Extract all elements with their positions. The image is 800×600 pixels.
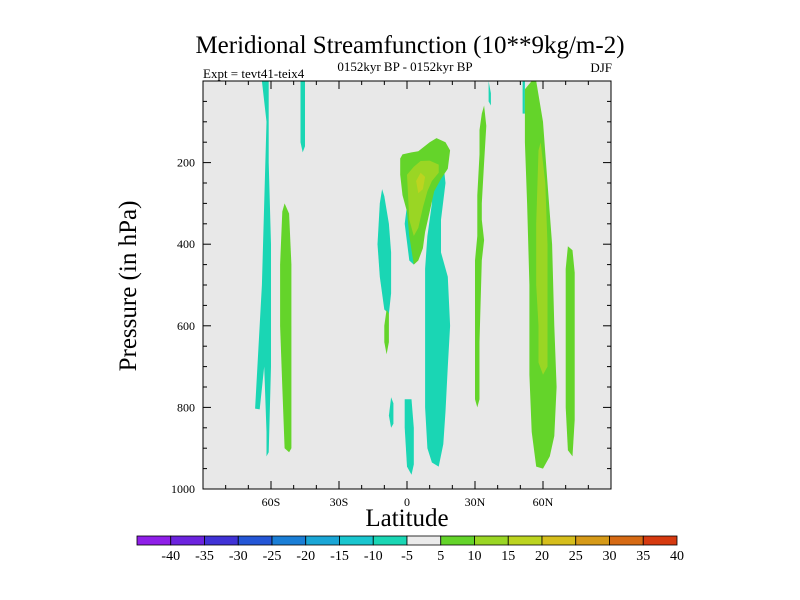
contour-region-7-level-neg5 [488, 81, 491, 106]
contour-region-15-level-10 [407, 160, 439, 236]
season-label: DJF [590, 60, 612, 75]
y-axis-ticks: 200 400 600 800 1000 [171, 80, 611, 496]
colorbar-label: -5 [401, 549, 413, 564]
contour-region-5-level-neg5 [425, 162, 451, 467]
y-tick-label: 800 [177, 400, 195, 414]
contour-region-14-level-5 [565, 246, 575, 457]
y-tick-label: 200 [177, 156, 195, 170]
contour-region-2-level-neg5 [377, 189, 392, 314]
colorbar-label: -40 [161, 549, 180, 564]
colorbar-label: 15 [501, 549, 515, 564]
colorbar-swatch [237, 535, 273, 546]
colorbar-label: -35 [195, 549, 214, 564]
period-label: 0152kyr BP - 0152kyr BP [337, 59, 472, 74]
contour-region-3-level-neg5 [388, 397, 394, 428]
colorbar-swatch [541, 535, 577, 546]
colorbar-swatch [406, 535, 442, 546]
colorbar-swatch [271, 535, 307, 546]
experiment-label: Expt = tevt41-teix4 [203, 66, 305, 81]
colorbar-label: 30 [603, 549, 617, 564]
contour-region-0-level-neg5 [255, 81, 271, 457]
colorbar-label: -15 [330, 549, 349, 564]
colorbar-swatch [136, 535, 172, 546]
contour-region-11-level-5 [384, 309, 389, 355]
colorbar-label: 20 [535, 549, 549, 564]
contour-region-9-level-5 [280, 203, 292, 453]
contour-region-12-level-5 [475, 105, 487, 408]
y-tick-label: 400 [177, 237, 195, 251]
colorbar-label: 5 [437, 549, 444, 564]
colorbar-swatch [575, 535, 610, 546]
colorbar-swatch [305, 535, 340, 546]
x-tick-label: 30N [465, 495, 486, 509]
contour-region-4-level-neg5 [404, 399, 414, 475]
colorbar-label: 25 [569, 549, 583, 564]
colorbar: -40 -35 -30 -25 -20 -15 -10 -5 5 10 15 20 25 30 35 40 [136, 535, 684, 564]
x-tick-label: 30S [330, 495, 349, 509]
colorbar-label: -20 [296, 549, 315, 564]
colorbar-swatch [609, 535, 644, 546]
colorbar-swatch [339, 535, 374, 546]
colorbar-swatch [474, 535, 509, 546]
colorbar-label: 40 [670, 549, 684, 564]
colorbar-swatch [204, 535, 239, 546]
colorbar-label: -10 [364, 549, 383, 564]
x-tick-label: 60S [262, 495, 281, 509]
x-axis-label: Latitude [365, 505, 448, 532]
y-tick-label: 1000 [171, 482, 195, 496]
contour-region-17-level-15 [416, 172, 426, 194]
colorbar-label: -30 [229, 549, 248, 564]
colorbar-label: 35 [636, 549, 650, 564]
contour-region-16-level-10 [536, 142, 548, 375]
colorbar-swatch [170, 535, 205, 546]
x-axis-ticks: 60S 30S 0 30N 60N [202, 81, 612, 509]
colorbar-label: -25 [263, 549, 282, 564]
x-tick-label: 60N [533, 495, 554, 509]
colorbar-swatch [507, 535, 543, 546]
chart-title: Meridional Streamfunction (10**9kg/m-2) [195, 32, 624, 59]
colorbar-swatch [440, 535, 475, 546]
colorbar-label: 10 [468, 549, 482, 564]
x-tick-label: 0 [404, 495, 410, 509]
contour-region-8-level-neg5 [522, 81, 525, 114]
contour-region-1-level-neg5 [300, 81, 305, 153]
contour-regions [255, 81, 575, 475]
y-tick-label: 600 [177, 319, 195, 333]
colorbar-swatch [372, 535, 408, 546]
y-axis-label: Pressure (in hPa) [115, 201, 142, 372]
colorbar-swatch [642, 535, 678, 546]
